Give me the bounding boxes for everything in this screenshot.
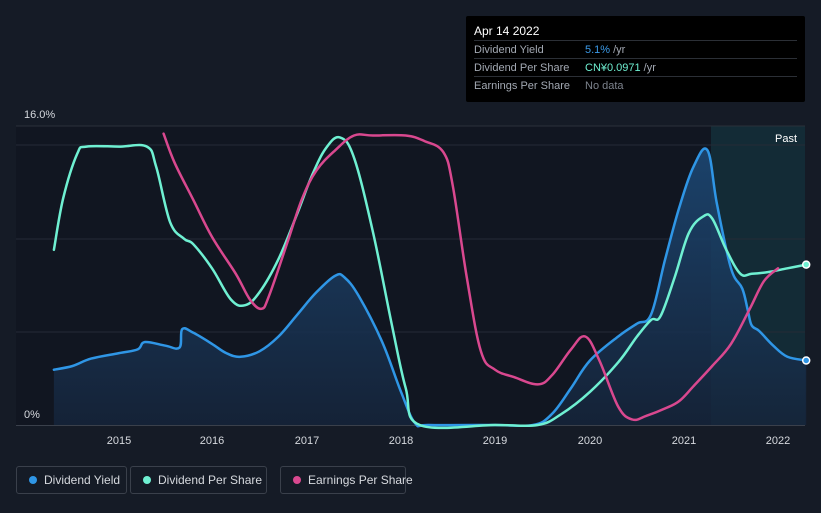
tooltip-unit: /yr — [643, 62, 656, 74]
legend-label: Dividend Per Share — [158, 473, 263, 487]
series-line-earnings-per-share — [162, 132, 780, 422]
x-tick-label: 2022 — [766, 435, 790, 447]
legend-dot-icon — [29, 476, 37, 484]
tooltip-value-text: No data — [585, 80, 624, 92]
x-tick-label: 2019 — [483, 435, 507, 447]
legend-dot-icon — [293, 476, 301, 484]
past-label: Past — [775, 133, 797, 145]
legend-label: Dividend Yield — [44, 473, 121, 487]
x-tick-label: 2020 — [578, 435, 602, 447]
tooltip-label: Earnings Per Share — [474, 80, 570, 92]
series-end-marker-dividend-yield — [801, 356, 811, 365]
x-tick-label: 2021 — [672, 435, 696, 447]
legend-item-dividend-yield[interactable]: Dividend Yield — [16, 466, 127, 494]
legend-label: Earnings Per Share — [308, 473, 413, 487]
tooltip-value-text: 5.1% — [585, 44, 611, 56]
tooltip-label: Dividend Per Share — [474, 62, 570, 74]
x-tick-label: 2018 — [389, 435, 413, 447]
tooltip: Apr 14 2022 Dividend Yield 5.1%/yr Divid… — [466, 16, 805, 102]
tooltip-label: Dividend Yield — [474, 44, 544, 56]
tooltip-value: No data — [585, 80, 627, 92]
tooltip-row-earnings-per-share: Earnings Per Share No data — [474, 76, 797, 95]
tooltip-value: CN¥0.0971/yr — [585, 62, 656, 74]
tooltip-value: 5.1%/yr — [585, 44, 625, 56]
y-tick-label: 16.0% — [24, 109, 55, 121]
legend-item-dividend-per-share[interactable]: Dividend Per Share — [130, 466, 267, 494]
tooltip-unit: /yr — [613, 44, 626, 56]
tooltip-row-dividend-per-share: Dividend Per Share CN¥0.0971/yr — [474, 58, 797, 77]
tooltip-value-text: CN¥0.0971 — [585, 62, 641, 74]
y-tick-label: 0% — [24, 409, 40, 421]
x-tick-label: 2017 — [295, 435, 319, 447]
series-end-marker-dividend-per-share — [801, 260, 811, 269]
tooltip-date: Apr 14 2022 — [474, 24, 540, 38]
series-line-dividend-per-share — [52, 135, 808, 430]
tooltip-row-dividend-yield: Dividend Yield 5.1%/yr — [474, 40, 797, 59]
x-tick-label: 2015 — [107, 435, 131, 447]
legend-dot-icon — [143, 476, 151, 484]
x-tick-label: 2016 — [200, 435, 224, 447]
legend-item-earnings-per-share[interactable]: Earnings Per Share — [280, 466, 413, 494]
